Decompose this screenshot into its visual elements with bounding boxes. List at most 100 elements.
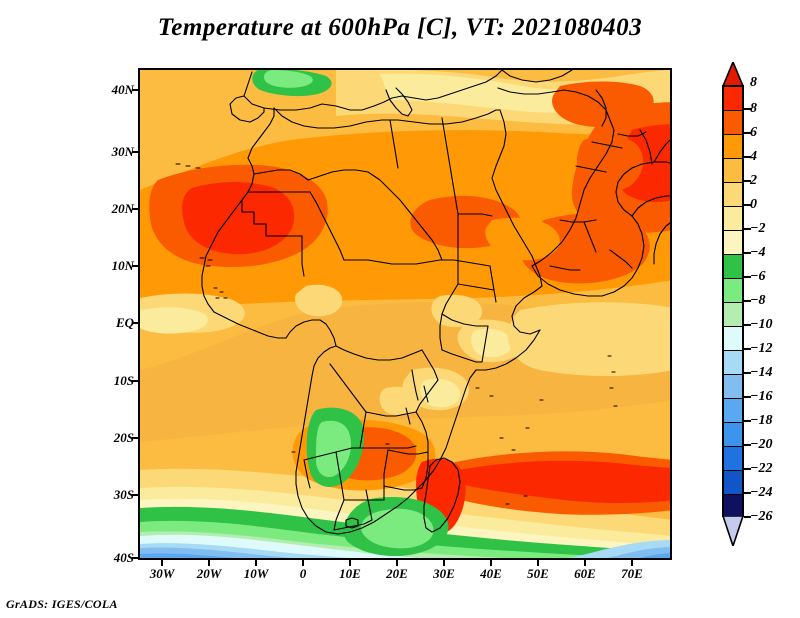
colorbar-band <box>724 87 742 111</box>
x-tick-mark <box>443 560 445 566</box>
colorbar-band <box>724 327 742 351</box>
colorbar-label-top: 8 <box>750 75 757 90</box>
colorbar-band <box>724 351 742 375</box>
x-tick-label-30w: 30W <box>149 566 175 581</box>
y-tick-label-30n: 30N <box>111 144 134 159</box>
colorbar-label-2: 2 <box>750 173 757 188</box>
y-tick-mark <box>132 208 138 210</box>
colorbar-label-8: 8 <box>750 101 757 116</box>
colorbar-band <box>724 399 742 423</box>
colorbar-band <box>724 231 742 255</box>
page-title: Temperature at 600hPa [C], VT: 202108040… <box>157 14 643 41</box>
colorbar-tick-mark <box>744 324 751 326</box>
y-tick-label-10s: 10S <box>113 373 134 388</box>
colorbar-tick-mark <box>744 420 751 422</box>
colorbar-label-6: 6 <box>750 125 757 140</box>
colorbar-tick-mark <box>744 516 751 518</box>
y-tick-label-20n: 20N <box>111 201 134 216</box>
y-tick-label-40n: 40N <box>111 82 134 97</box>
colorbar-label-neg16: −16 <box>750 389 773 404</box>
x-tick-mark <box>584 560 586 566</box>
colorbar-band <box>724 447 742 471</box>
colorbar <box>722 85 744 519</box>
colorbar-label-neg6: −6 <box>750 269 766 284</box>
colorbar-band <box>724 471 742 495</box>
colorbar-tick-mark <box>744 276 751 278</box>
colorbar-label-neg20: −20 <box>750 437 773 452</box>
x-tick-mark <box>537 560 539 566</box>
colorbar-tick-mark <box>744 396 751 398</box>
map-frame <box>138 68 672 560</box>
colorbar-label-neg12: −12 <box>750 341 773 356</box>
x-tick-label-30e: 30E <box>433 566 455 581</box>
colorbar-tick-mark <box>744 372 751 374</box>
x-tick-mark <box>255 560 257 566</box>
y-tick-label-eq: EQ <box>115 315 134 330</box>
colorbar-label-neg14: −14 <box>750 365 773 380</box>
y-tick-mark <box>132 557 138 559</box>
y-tick-mark <box>132 322 138 324</box>
colorbar-label-4: 4 <box>750 149 757 164</box>
colorbar-band <box>724 279 742 303</box>
colorbar-band <box>724 255 742 279</box>
x-tick-label-20w: 20W <box>196 566 222 581</box>
y-tick-mark <box>132 437 138 439</box>
colorbar-label-neg24: −24 <box>750 485 773 500</box>
colorbar-band <box>724 111 742 135</box>
colorbar-under-arrow <box>722 516 744 546</box>
x-tick-mark <box>161 560 163 566</box>
y-tick-mark <box>132 151 138 153</box>
colorbar-label-neg18: −18 <box>750 413 773 428</box>
x-tick-mark <box>302 560 304 566</box>
colorbar-tick-mark <box>744 228 751 230</box>
colorbar-band <box>724 207 742 231</box>
colorbar-label-neg10: −10 <box>750 317 773 332</box>
colorbar-label-neg22: −22 <box>750 461 773 476</box>
colorbar-tick-mark <box>744 204 751 206</box>
y-tick-mark <box>132 89 138 91</box>
colorbar-label-neg2: −2 <box>750 221 766 236</box>
y-tick-mark <box>132 494 138 496</box>
colorbar-tick-mark <box>744 156 751 158</box>
x-tick-label-40e: 40E <box>480 566 502 581</box>
colorbar-tick-mark <box>744 180 751 182</box>
x-tick-mark <box>349 560 351 566</box>
x-tick-mark <box>631 560 633 566</box>
colorbar-band <box>724 159 742 183</box>
colorbar-band <box>724 303 742 327</box>
colorbar-band <box>724 183 742 207</box>
colorbar-tick-mark <box>744 132 751 134</box>
x-tick-label-10w: 10W <box>243 566 269 581</box>
colorbar-tick-mark <box>744 252 751 254</box>
colorbar-label-neg4: −4 <box>750 245 766 260</box>
colorbar-tick-mark <box>744 348 751 350</box>
colorbar-label-neg8: −8 <box>750 293 766 308</box>
footer-credit: GrADS: IGES/COLA <box>6 597 118 611</box>
colorbar-tick-mark <box>744 492 751 494</box>
colorbar-band <box>724 375 742 399</box>
colorbar-band <box>724 135 742 159</box>
colorbar-tick-mark <box>744 468 751 470</box>
x-tick-label-50e: 50E <box>527 566 549 581</box>
colorbar-tick-mark <box>744 444 751 446</box>
y-tick-mark <box>132 380 138 382</box>
x-tick-label-0: 0 <box>299 566 307 581</box>
y-tick-mark <box>132 265 138 267</box>
temperature-map <box>140 70 670 558</box>
x-tick-mark <box>490 560 492 566</box>
colorbar-tick-mark <box>744 300 751 302</box>
x-tick-label-70e: 70E <box>621 566 643 581</box>
colorbar-band <box>724 423 742 447</box>
colorbar-tick-mark <box>744 108 751 110</box>
colorbar-band <box>724 495 742 519</box>
colorbar-label-0: 0 <box>750 197 757 212</box>
y-tick-label-40s: 40S <box>113 550 134 565</box>
plot-area: 40N 30N 20N 10N EQ 10S 20S 30S 40S 30W 2… <box>112 68 672 581</box>
colorbar-over-arrow <box>722 62 744 86</box>
x-tick-label-10e: 10E <box>339 566 361 581</box>
x-tick-label-60e: 60E <box>574 566 596 581</box>
y-tick-label-30s: 30S <box>113 487 134 502</box>
y-tick-label-10n: 10N <box>111 258 134 273</box>
x-tick-mark <box>208 560 210 566</box>
colorbar-label-neg26: −26 <box>750 509 773 524</box>
